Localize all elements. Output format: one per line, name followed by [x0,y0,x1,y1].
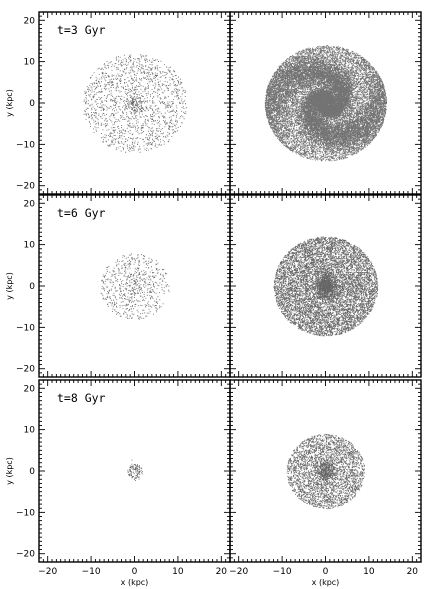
y-tick-label: −10 [16,140,35,150]
y-tick-label: 0 [29,282,35,292]
y-tick-label: −20 [16,365,35,375]
x-axis-title: x (kpc) [312,578,340,587]
y-tick-label: 0 [29,467,35,477]
time-label: t=3 Gyr [57,23,106,37]
points-layer [83,45,387,510]
y-tick-label: 20 [24,16,36,26]
x-tick-label: −10 [273,567,292,577]
panel-frame-5 [38,379,231,563]
x-tick-label: 20 [216,567,228,577]
y-tick-label: −20 [16,550,35,560]
axes-layer [38,11,422,563]
y-tick-label: 10 [24,58,36,68]
y-tick-label: −10 [16,323,35,333]
particle-cloud-panel-4 [273,236,379,337]
y-tick-label: 20 [24,384,36,394]
y-tick-label: −20 [16,182,35,192]
x-tick-label: 10 [363,567,375,577]
x-tick-label: −20 [38,567,57,577]
y-tick-label: 10 [24,426,36,436]
y-tick-label: 0 [29,99,35,109]
y-tick-label: 10 [24,241,36,251]
x-axis-title: x (kpc) [121,578,149,587]
time-label: t=8 Gyr [57,391,106,405]
y-tick-label: −10 [16,508,35,518]
panel-frame-1 [38,11,231,195]
time-label: t=6 Gyr [57,206,106,220]
x-tick-label: 10 [172,567,184,577]
particle-cloud-panel-3 [100,253,170,320]
x-tick-label: 20 [407,567,419,577]
labels-layer: −20 −10 0 10 20 y (kpc) t=3 Gyr −20 −10 0 10 20 y (k… [5,16,418,587]
y-axis-title: y (kpc) [5,272,14,300]
x-tick-label: −20 [229,567,248,577]
y-axis-title: y (kpc) [5,457,14,485]
x-tick-label: 0 [323,567,329,577]
x-tick-label: 0 [132,567,138,577]
x-tick-label: −10 [82,567,101,577]
particle-cloud-panel-2 [264,45,387,162]
particle-cloud-panel-6 [286,433,365,510]
y-tick-label: 20 [24,199,36,209]
y-axis-title: y (kpc) [5,89,14,117]
panel-frame-3 [38,194,231,378]
particle-cloud-panel-5 [127,459,143,481]
particle-cloud-panel-1 [83,54,187,153]
